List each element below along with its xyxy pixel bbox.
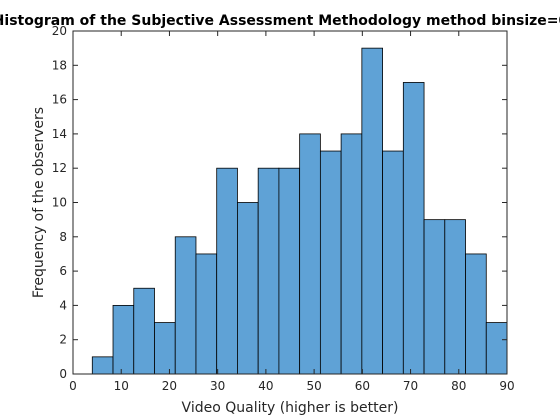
- histogram-bar: [237, 202, 259, 375]
- y-tick-label: 18: [52, 58, 67, 72]
- histogram-bar: [465, 253, 487, 375]
- x-tick-label: 50: [306, 379, 321, 393]
- y-axis-label: Frequency of the observers: [31, 107, 47, 298]
- y-tick-label: 10: [52, 196, 67, 210]
- x-tick-label: 30: [210, 379, 225, 393]
- x-tick-label: 60: [355, 379, 370, 393]
- y-tick-label: 16: [52, 93, 67, 107]
- histogram-bar: [485, 322, 508, 375]
- x-tick-label: 80: [451, 379, 466, 393]
- histogram-bar: [112, 304, 135, 375]
- y-tick-label: 8: [59, 230, 67, 244]
- x-tick-label: 0: [69, 379, 77, 393]
- histogram-bar: [91, 356, 114, 375]
- x-tick-label: 20: [162, 379, 177, 393]
- y-tick-label: 14: [52, 127, 67, 141]
- histogram-bar: [154, 322, 176, 375]
- x-tick-label: 70: [403, 379, 418, 393]
- histogram-bar: [402, 82, 425, 375]
- histogram-bar: [195, 253, 218, 375]
- histogram-bar: [299, 133, 321, 375]
- x-tick-label: 10: [114, 379, 129, 393]
- histogram-bar: [382, 150, 404, 375]
- x-tick-label: 90: [499, 379, 514, 393]
- y-tick-label: 12: [52, 161, 67, 175]
- histogram-bar: [174, 236, 197, 375]
- y-tick-label: 6: [59, 264, 67, 278]
- y-tick-label: 4: [59, 298, 67, 312]
- bars-group: [91, 47, 508, 375]
- histogram-bar: [423, 219, 446, 375]
- histogram-bar: [133, 287, 155, 375]
- histogram-bar: [257, 167, 280, 375]
- chart-title: Histogram of the Subjective Assessment M…: [0, 13, 560, 29]
- histogram-bar: [319, 150, 342, 375]
- histogram-bar: [340, 133, 363, 375]
- histogram-bar: [216, 167, 238, 375]
- histogram-bar: [444, 219, 466, 375]
- y-tick-label: 2: [59, 333, 67, 347]
- y-tick-label: 0: [59, 367, 67, 381]
- x-tick-label: 40: [258, 379, 273, 393]
- x-axis-label: Video Quality (higher is better): [182, 400, 399, 416]
- ticks-group: 0 10 20 30 40 50 60 70 80 90 0 2 4 6 8 10 12 14 16 18 20: [52, 24, 515, 393]
- histogram-bar: [361, 47, 383, 375]
- histogram-bar: [278, 167, 301, 375]
- y-tick-label: 20: [52, 24, 67, 38]
